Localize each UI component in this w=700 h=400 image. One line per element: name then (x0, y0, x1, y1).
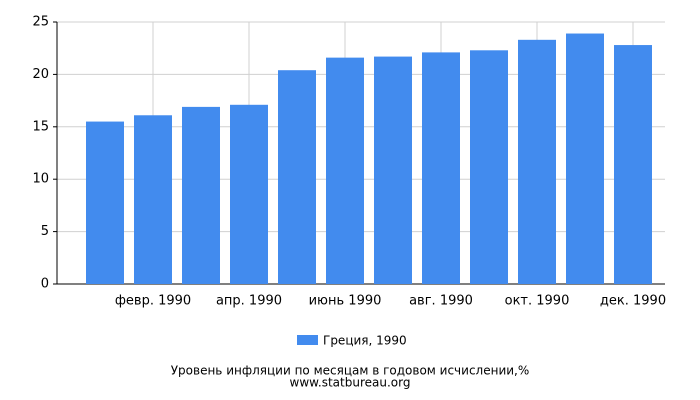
y-tick-label: 25 (32, 15, 49, 30)
y-tick-label: 10 (32, 172, 49, 187)
y-tick-label: 0 (41, 277, 49, 292)
x-tick-label: окт. 1990 (505, 294, 570, 309)
bar (566, 33, 604, 284)
chart-title: Уровень инфляции по месяцам в годовом ис… (171, 364, 530, 378)
bar (230, 104, 268, 285)
bar (374, 56, 412, 284)
legend-label: Греция, 1990 (323, 334, 407, 348)
y-tick-label: 20 (32, 67, 49, 82)
source: www.statbureau.org (290, 376, 411, 390)
bar (278, 70, 316, 284)
x-tick-label: авг. 1990 (409, 294, 473, 309)
x-tick-label: апр. 1990 (216, 294, 282, 309)
x-tick-label: дек. 1990 (600, 294, 666, 309)
y-tick-label: 15 (32, 119, 49, 134)
bar (86, 121, 124, 284)
bar (134, 115, 172, 284)
bar (518, 39, 556, 285)
y-tick-label: 5 (41, 224, 49, 239)
x-tick-label: февр. 1990 (115, 294, 191, 309)
bar (326, 57, 364, 284)
bar (422, 52, 460, 284)
legend-swatch (297, 335, 318, 345)
bar (182, 106, 220, 284)
bar (614, 45, 652, 284)
x-tick-label: июнь 1990 (309, 294, 382, 309)
bar (470, 50, 508, 284)
